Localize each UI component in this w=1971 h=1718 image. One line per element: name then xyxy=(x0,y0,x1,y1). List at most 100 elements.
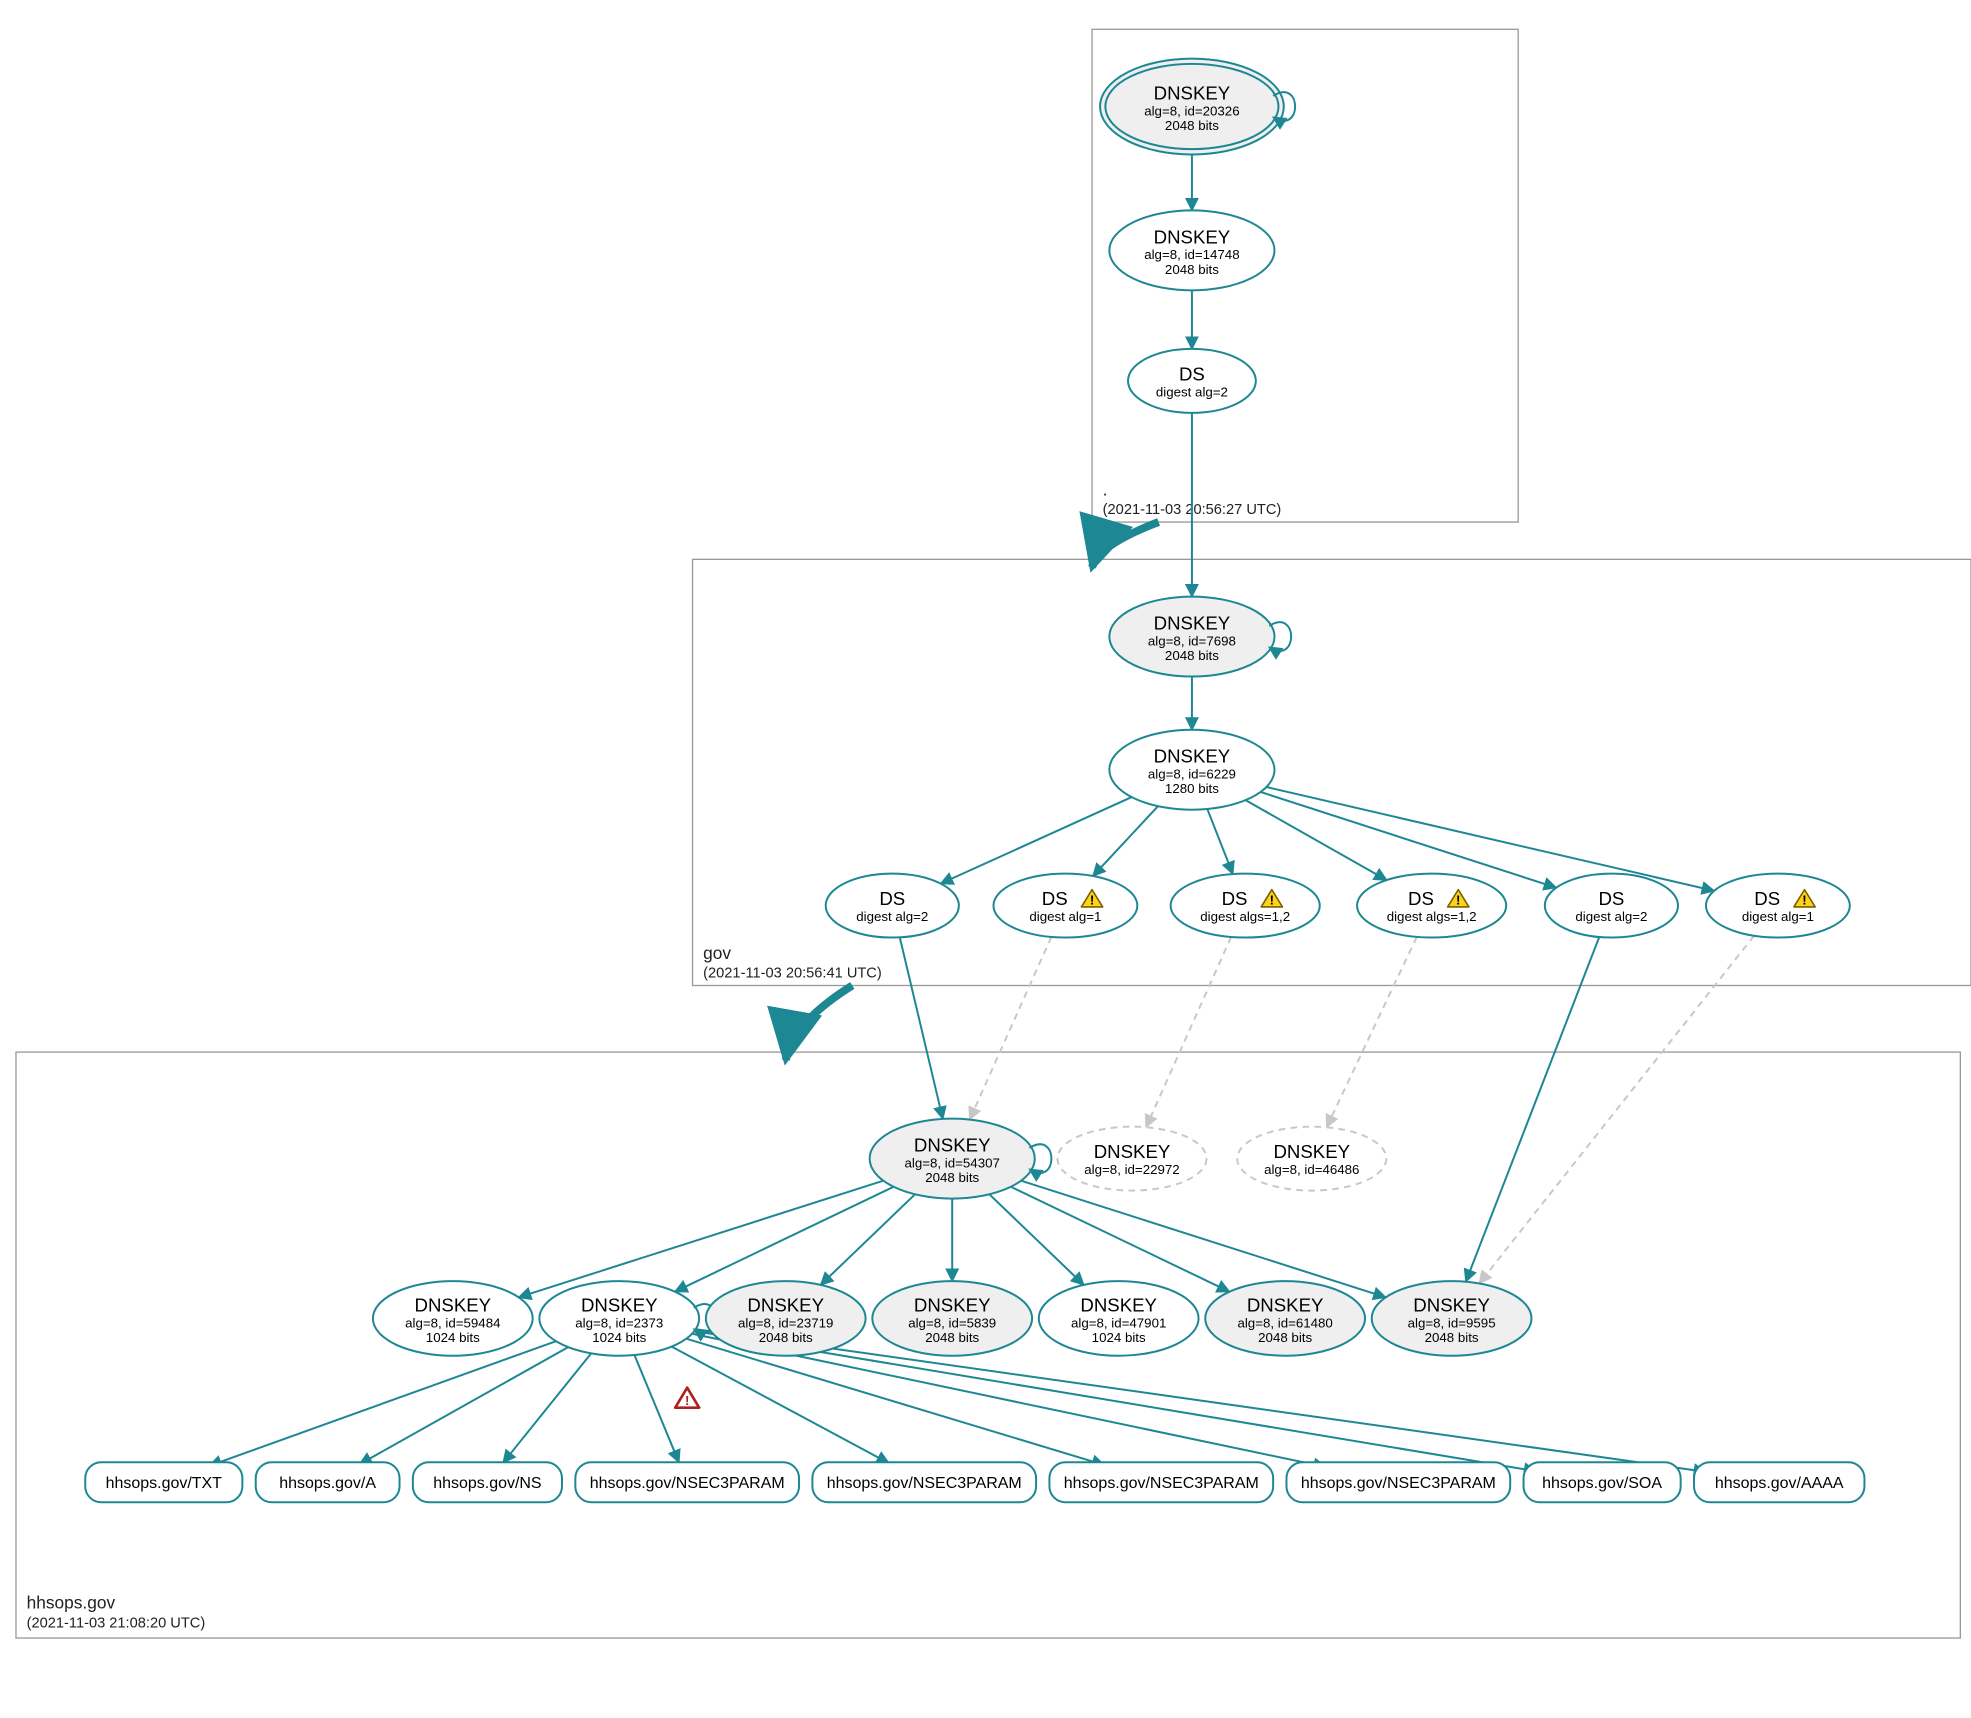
node-title: DS xyxy=(879,888,905,909)
node-ds4: DSdigest algs=1,2! xyxy=(1357,874,1506,938)
rrset-rr-aaaa: hhsops.gov/AAAA xyxy=(1694,1462,1864,1502)
node-subtitle2: 2048 bits xyxy=(1165,648,1219,663)
node-subtitle2: 2048 bits xyxy=(925,1330,979,1345)
rrset-label: hhsops.gov/NSEC3PARAM xyxy=(590,1475,785,1492)
node-subtitle2: 1024 bits xyxy=(426,1330,480,1345)
node-title: DNSKEY xyxy=(914,1135,991,1156)
node-title: DS xyxy=(1042,888,1068,909)
rrset-label: hhsops.gov/TXT xyxy=(106,1475,223,1492)
node-title: DS xyxy=(1222,888,1248,909)
node-title: DS xyxy=(1754,888,1780,909)
zone-delegation-edge xyxy=(786,985,853,1060)
node-subtitle: digest alg=1 xyxy=(1029,909,1101,924)
node-title: DNSKEY xyxy=(914,1294,991,1315)
zone-timestamp: (2021-11-03 20:56:41 UTC) xyxy=(703,966,882,982)
rrset-rr-n3p3: hhsops.gov/NSEC3PARAM xyxy=(1049,1462,1273,1502)
node-subtitle: alg=8, id=22972 xyxy=(1084,1162,1179,1177)
node-gov-zsk: DNSKEYalg=8, id=62291280 bits xyxy=(1109,730,1274,810)
rrset-rr-n3p2: hhsops.gov/NSEC3PARAM xyxy=(812,1462,1036,1502)
rrset-rr-n3p4: hhsops.gov/NSEC3PARAM xyxy=(1286,1462,1510,1502)
svg-text:!: ! xyxy=(1270,892,1274,907)
node-subtitle: alg=8, id=6229 xyxy=(1148,767,1236,782)
dnssec-diagram: .(2021-11-03 20:56:27 UTC)gov(2021-11-03… xyxy=(0,0,1971,1718)
node-subtitle2: 2048 bits xyxy=(1258,1330,1312,1345)
node-root-zsk: DNSKEYalg=8, id=147482048 bits xyxy=(1109,210,1274,290)
node-hhs-k6: DNSKEYalg=8, id=614802048 bits xyxy=(1205,1281,1365,1356)
zone-timestamp: (2021-11-03 21:08:20 UTC) xyxy=(27,1615,206,1631)
node-ds1: DSdigest alg=2 xyxy=(826,874,959,938)
rrset-rr-ns: hhsops.gov/NS xyxy=(413,1462,562,1502)
node-title: DNSKEY xyxy=(1154,82,1231,103)
node-title: DS xyxy=(1408,888,1434,909)
node-subtitle2: 1280 bits xyxy=(1165,781,1219,796)
node-hhs-k4: DNSKEYalg=8, id=58392048 bits xyxy=(872,1281,1032,1356)
node-ds2: DSdigest alg=1! xyxy=(993,874,1137,938)
rrset-label: hhsops.gov/SOA xyxy=(1542,1475,1662,1492)
node-subtitle: digest alg=2 xyxy=(1575,909,1647,924)
svg-text:!: ! xyxy=(1090,892,1094,907)
node-subtitle2: 2048 bits xyxy=(1165,118,1219,133)
node-subtitle: alg=8, id=14748 xyxy=(1144,247,1239,262)
zone-label: gov xyxy=(703,943,731,963)
node-root-ds: DSdigest alg=2 xyxy=(1128,349,1256,413)
node-ds3: DSdigest algs=1,2! xyxy=(1171,874,1320,938)
node-title: DNSKEY xyxy=(1247,1294,1324,1315)
rrset-label: hhsops.gov/NSEC3PARAM xyxy=(1301,1475,1496,1492)
node-subtitle2: 1024 bits xyxy=(592,1330,646,1345)
svg-text:!: ! xyxy=(1802,892,1806,907)
node-hhs-k7: DNSKEYalg=8, id=95952048 bits xyxy=(1372,1281,1532,1356)
node-subtitle: alg=8, id=7698 xyxy=(1148,633,1236,648)
node-subtitle: alg=8, id=61480 xyxy=(1237,1315,1332,1330)
svg-text:!: ! xyxy=(685,1393,689,1408)
node-subtitle2: 2048 bits xyxy=(1425,1330,1479,1345)
node-subtitle: alg=8, id=2373 xyxy=(575,1315,663,1330)
node-title: DS xyxy=(1598,888,1624,909)
node-subtitle2: 2048 bits xyxy=(759,1330,813,1345)
rrset-label: hhsops.gov/NS xyxy=(433,1475,541,1492)
node-subtitle: alg=8, id=5839 xyxy=(908,1315,996,1330)
rrset-rr-a: hhsops.gov/A xyxy=(256,1462,400,1502)
rrset-label: hhsops.gov/NSEC3PARAM xyxy=(827,1475,1022,1492)
node-title: DS xyxy=(1179,363,1205,384)
node-subtitle2: 2048 bits xyxy=(925,1170,979,1185)
node-subtitle: alg=8, id=59484 xyxy=(405,1315,500,1330)
node-subtitle: alg=8, id=47901 xyxy=(1071,1315,1166,1330)
node-subtitle: alg=8, id=20326 xyxy=(1144,103,1239,118)
node-subtitle: alg=8, id=23719 xyxy=(738,1315,833,1330)
node-hhs-k3: DNSKEYalg=8, id=237192048 bits xyxy=(706,1281,866,1356)
zone-label: . xyxy=(1103,479,1108,499)
node-title: DNSKEY xyxy=(1154,613,1231,634)
rrset-label: hhsops.gov/NSEC3PARAM xyxy=(1064,1475,1259,1492)
node-title: DNSKEY xyxy=(581,1294,658,1315)
node-title: DNSKEY xyxy=(1273,1141,1350,1162)
node-title: DNSKEY xyxy=(1413,1294,1490,1315)
zone-label: hhsops.gov xyxy=(27,1593,116,1613)
rrset-label: hhsops.gov/A xyxy=(279,1475,376,1492)
node-title: DNSKEY xyxy=(1094,1141,1171,1162)
node-ds5: DSdigest alg=2 xyxy=(1545,874,1678,938)
node-subtitle: alg=8, id=54307 xyxy=(905,1155,1000,1170)
node-subtitle: digest algs=1,2 xyxy=(1387,909,1477,924)
node-subtitle: digest alg=2 xyxy=(1156,384,1228,399)
node-hhs-ghost2: DNSKEYalg=8, id=46486 xyxy=(1237,1127,1386,1191)
node-hhs-k1: DNSKEYalg=8, id=594841024 bits xyxy=(373,1281,533,1356)
rrset-label: hhsops.gov/AAAA xyxy=(1715,1475,1844,1492)
node-title: DNSKEY xyxy=(747,1294,824,1315)
node-title: DNSKEY xyxy=(1154,226,1231,247)
node-ds6: DSdigest alg=1! xyxy=(1706,874,1850,938)
node-title: DNSKEY xyxy=(1080,1294,1157,1315)
rrset-rr-txt: hhsops.gov/TXT xyxy=(85,1462,242,1502)
node-subtitle: digest alg=2 xyxy=(856,909,928,924)
node-hhs-ghost1: DNSKEYalg=8, id=22972 xyxy=(1057,1127,1206,1191)
node-subtitle: alg=8, id=46486 xyxy=(1264,1162,1359,1177)
node-subtitle2: 1024 bits xyxy=(1092,1330,1146,1345)
node-title: DNSKEY xyxy=(415,1294,492,1315)
node-subtitle: digest algs=1,2 xyxy=(1200,909,1290,924)
node-hhs-k5: DNSKEYalg=8, id=479011024 bits xyxy=(1039,1281,1199,1356)
node-subtitle: alg=8, id=9595 xyxy=(1408,1315,1496,1330)
node-subtitle: digest alg=1 xyxy=(1742,909,1814,924)
rrset-rr-n3p1: hhsops.gov/NSEC3PARAM xyxy=(575,1462,799,1502)
svg-text:!: ! xyxy=(1456,892,1460,907)
rrset-rr-soa: hhsops.gov/SOA xyxy=(1524,1462,1681,1502)
node-title: DNSKEY xyxy=(1154,746,1231,767)
